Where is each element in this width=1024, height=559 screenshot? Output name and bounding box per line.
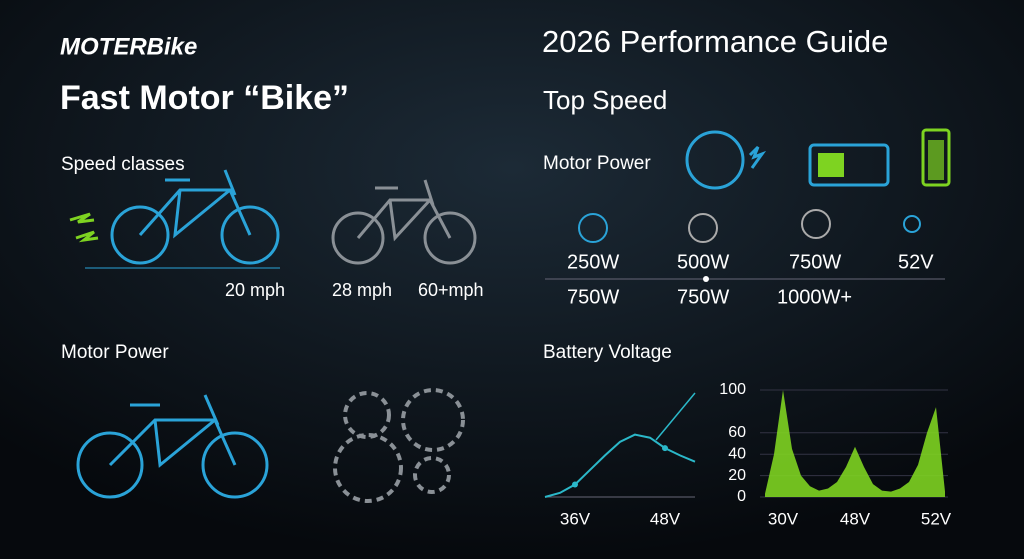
y-tick-label: 20 [728, 467, 746, 484]
power: 250W [567, 251, 619, 273]
x-tick-label: 36V [560, 509, 591, 528]
power: 1000W+ [777, 286, 852, 308]
y-tick-label: 0 [737, 488, 746, 505]
small-icons [578, 209, 921, 243]
bike-icon [76, 394, 269, 499]
point [572, 481, 578, 488]
curve [544, 433, 696, 498]
x-tick-label: 48V [840, 509, 871, 528]
y-tick-label: 100 [719, 381, 746, 398]
guide-title: 2026 Performance Guide [542, 24, 888, 59]
motor-power-label: Motor Power [61, 342, 169, 363]
top-speed-label: Top Speed [543, 85, 667, 115]
y-tick-label: 60 [728, 424, 746, 441]
power: 52V [898, 251, 934, 273]
gauge-icon [685, 130, 767, 190]
speed: 60+mph [418, 280, 484, 300]
bike-icon [69, 169, 280, 269]
title: Fast Motor “Bike” [60, 79, 349, 117]
speed: 28 mph [332, 280, 392, 300]
y-tick-label: 40 [728, 445, 746, 462]
x-tick-label: 48V [650, 509, 681, 528]
speed: 20 mph [225, 280, 285, 300]
point [662, 445, 668, 452]
speed-classes-label: Speed classes [61, 154, 185, 175]
bike-icon [331, 179, 477, 265]
x-tick-label: 52V [921, 509, 952, 528]
motor-power-label: Motor Power [543, 153, 651, 174]
battery-label: Battery Voltage [543, 342, 672, 363]
dot [703, 276, 709, 282]
power: 750W [567, 286, 619, 308]
battery-icon [808, 128, 951, 187]
gears-icon [333, 388, 465, 503]
power: 750W [789, 251, 841, 273]
brand: MOTERBike [60, 33, 197, 60]
area [765, 390, 945, 497]
trend-line [655, 392, 696, 441]
power: 750W [677, 286, 729, 308]
x-tick-label: 30V [768, 509, 799, 528]
power: 500W [677, 251, 729, 273]
